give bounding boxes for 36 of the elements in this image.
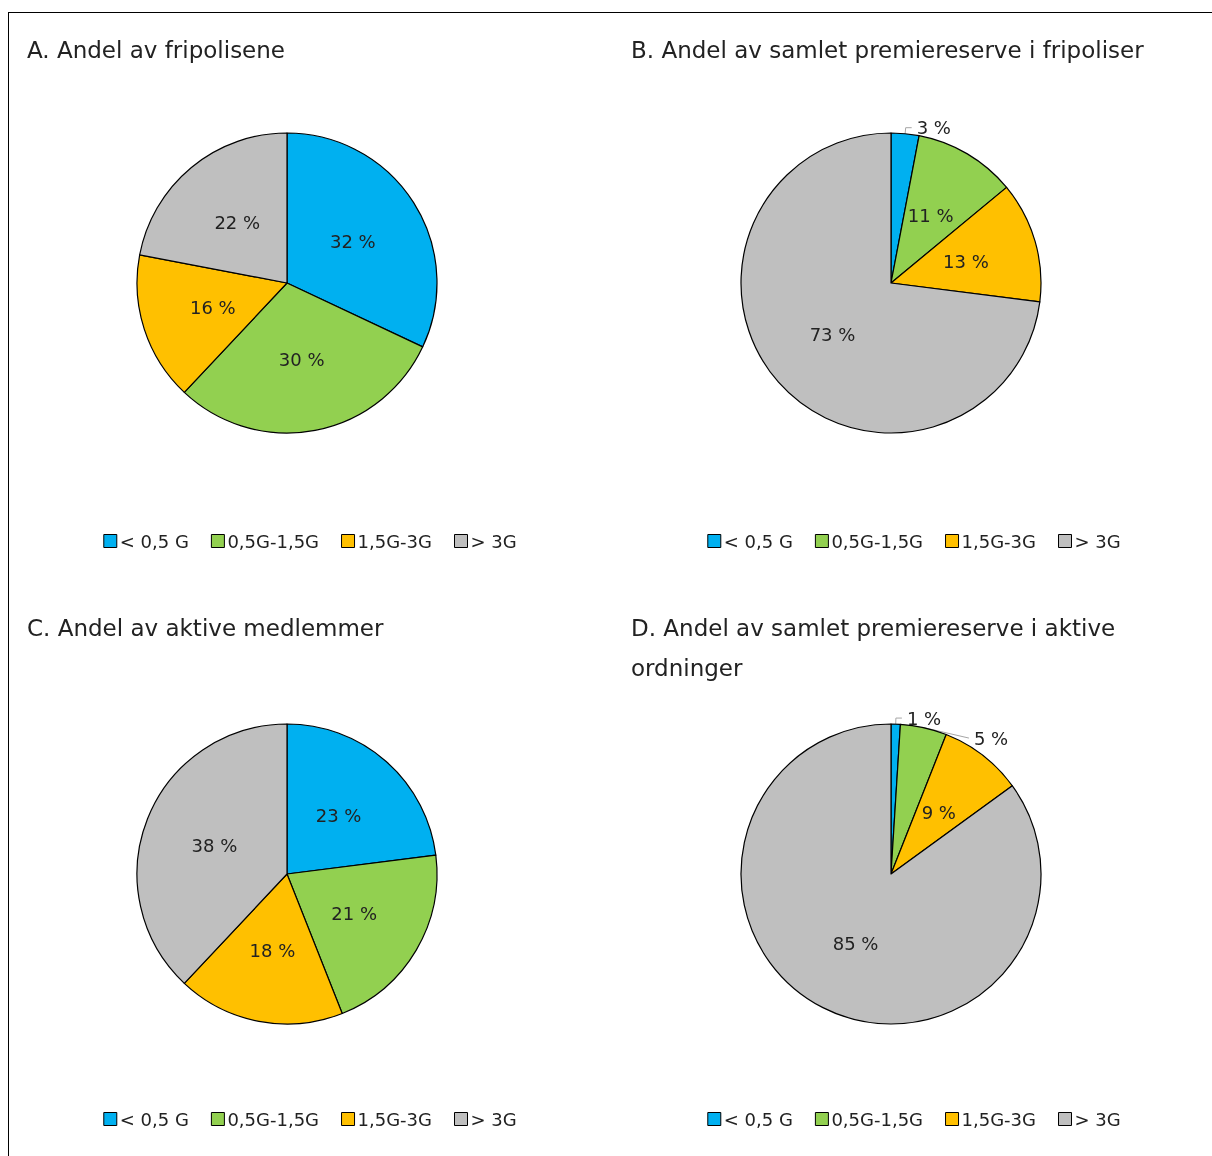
legend-label: < 0,5 G bbox=[119, 1108, 189, 1130]
data-label: 73 % bbox=[809, 324, 856, 346]
data-label: 1 % bbox=[906, 707, 942, 729]
data-label: 13 % bbox=[943, 250, 989, 272]
legend-label: 0,5G-1,5G bbox=[227, 530, 320, 552]
legend-label: 1,5G-3G bbox=[961, 1108, 1037, 1130]
data-label: 11 % bbox=[907, 205, 954, 227]
data-label: 30 % bbox=[278, 349, 325, 371]
data-label: 5 % bbox=[973, 727, 1009, 749]
legend-label: > 3G bbox=[1074, 1108, 1121, 1130]
data-label: 18 % bbox=[249, 940, 296, 962]
legend-label: 1,5G-3G bbox=[961, 530, 1037, 552]
legend-label: > 3G bbox=[1074, 530, 1121, 552]
legend-label: 1,5G-3G bbox=[357, 1108, 433, 1130]
data-label: 23 % bbox=[315, 804, 362, 826]
legend-label: < 0,5 G bbox=[723, 1108, 793, 1130]
legend-label: 0,5G-1,5G bbox=[831, 1108, 924, 1130]
data-label: 85 % bbox=[832, 933, 879, 954]
data-label: 16 % bbox=[189, 296, 236, 318]
chart-title: A. Andel av fripolisene bbox=[27, 37, 285, 63]
data-label: 3 % bbox=[916, 117, 951, 139]
legend-label: > 3G bbox=[470, 1108, 517, 1130]
data-label: 9 % bbox=[921, 801, 956, 823]
chart-title: B. Andel av samlet premiereserve i fripoliser bbox=[631, 37, 1145, 63]
chart-title: C. Andel av aktive medlemmer bbox=[27, 615, 385, 641]
legend-label: 0,5G-1,5G bbox=[227, 1108, 320, 1130]
data-label: 32 % bbox=[329, 230, 376, 252]
legend-label: < 0,5 G bbox=[119, 530, 189, 552]
legend-label: > 3G bbox=[470, 530, 517, 552]
data-label: 22 % bbox=[214, 212, 261, 234]
data-label: 21 % bbox=[331, 903, 378, 925]
data-label: 38 % bbox=[191, 834, 238, 856]
legend-label: 1,5G-3G bbox=[357, 530, 433, 552]
chart-title: D. Andel av samlet premiereserve i aktive ordninger bbox=[631, 615, 1123, 681]
legend-label: 0,5G-1,5G bbox=[831, 530, 924, 552]
legend-label: < 0,5 G bbox=[723, 530, 793, 552]
